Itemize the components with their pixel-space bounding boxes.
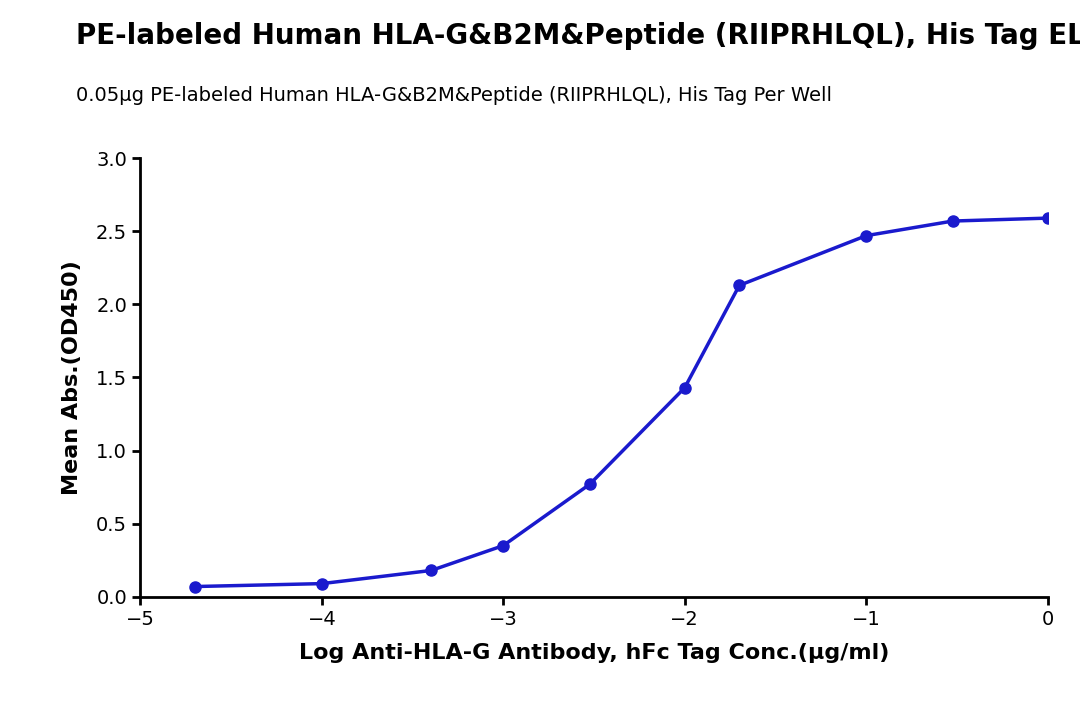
Text: 0.05μg PE-labeled Human HLA-G&B2M&Peptide (RIIPRHLQL), His Tag Per Well: 0.05μg PE-labeled Human HLA-G&B2M&Peptid… bbox=[76, 86, 832, 105]
X-axis label: Log Anti-HLA-G Antibody, hFc Tag Conc.(μg/ml): Log Anti-HLA-G Antibody, hFc Tag Conc.(μ… bbox=[299, 643, 889, 663]
Text: PE-labeled Human HLA-G&B2M&Peptide (RIIPRHLQL), His Tag ELISA: PE-labeled Human HLA-G&B2M&Peptide (RIIP… bbox=[76, 22, 1080, 50]
Y-axis label: Mean Abs.(OD450): Mean Abs.(OD450) bbox=[63, 260, 82, 495]
